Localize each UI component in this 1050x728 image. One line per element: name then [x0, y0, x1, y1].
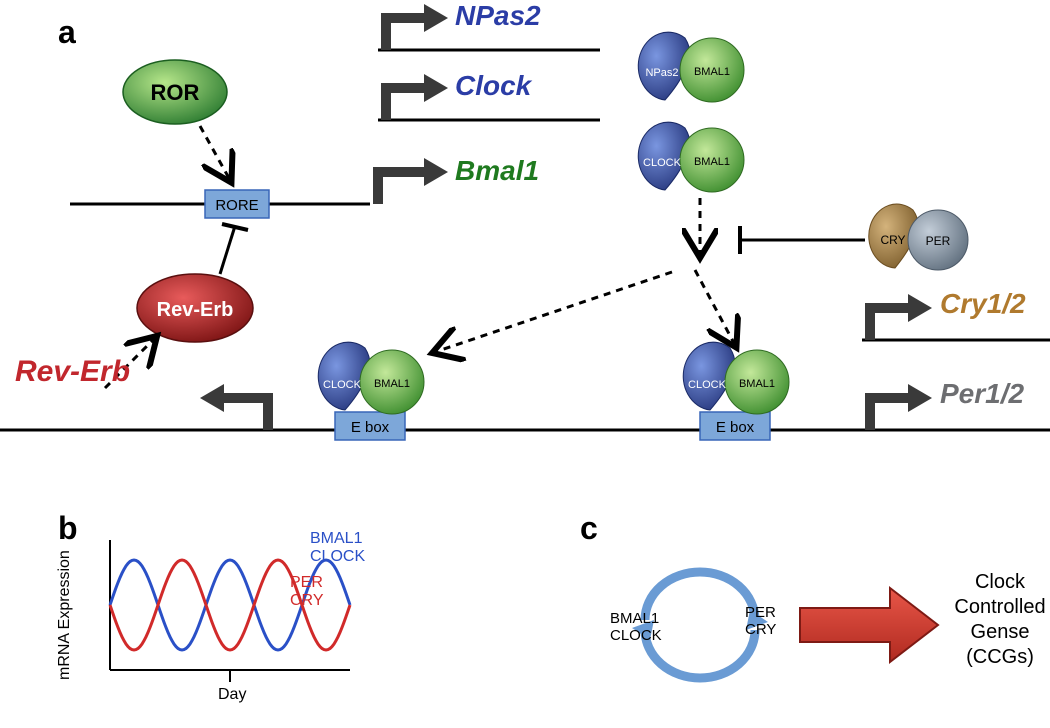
- npas2-gene-label: NPas2: [455, 0, 541, 32]
- ccg-arrow: [800, 588, 938, 662]
- ccg-text: Clock Controlled Gense (CCGs): [945, 570, 1050, 670]
- npas2-promoter-arrow: [386, 18, 428, 50]
- cry-gene-label: Cry1/2: [940, 288, 1026, 320]
- panel-b-ylabel: mRNA Expression: [56, 550, 74, 680]
- per-promoter-arrow: [870, 398, 912, 430]
- panel-b-cry-label: CRY: [290, 592, 324, 610]
- npas2-bmal1-dimer: NPas2 BMAL1: [638, 32, 744, 102]
- cry-per-dimer: CRY PER: [869, 204, 968, 270]
- dimer-down-arrow-2: [695, 270, 735, 345]
- ccg-line-1: Clock: [945, 570, 1050, 595]
- ebox-1-label: E box: [351, 419, 390, 436]
- ebox-2-label: E box: [716, 419, 755, 436]
- ror-to-rore-arrow: [200, 126, 230, 180]
- panel-c-bmal1-label: BMAL1: [610, 610, 659, 627]
- svg-text:BMAL1: BMAL1: [694, 66, 730, 78]
- svg-text:CRY: CRY: [880, 233, 905, 247]
- clock-bmal1-dimer-top: CLOCK BMAL1: [638, 122, 744, 192]
- cycle-arrow-top: [645, 572, 755, 620]
- panel-c-cry-label: CRY: [745, 621, 776, 638]
- svg-text:CLOCK: CLOCK: [688, 379, 727, 391]
- dimer-to-ebox1-arrow: [435, 272, 672, 352]
- clock-promoter-arrow: [386, 88, 428, 120]
- panel-b-xlabel: Day: [218, 686, 246, 704]
- panel-b-bmal1-label: BMAL1: [310, 530, 362, 548]
- svg-text:BMAL1: BMAL1: [739, 378, 775, 390]
- bmal1-promoter-arrow: [378, 172, 428, 204]
- rore-label: RORE: [215, 197, 258, 214]
- reverb-promoter-arrow: [220, 398, 268, 430]
- ccg-line-3: Gense: [945, 620, 1050, 645]
- clock-gene-label: Clock: [455, 70, 531, 102]
- panel-c-per-label: PER: [745, 604, 776, 621]
- panel-a-diagram: RORE ROR Rev-Erb E box E box CLOCK BM: [0, 0, 1050, 460]
- svg-text:CLOCK: CLOCK: [323, 379, 362, 391]
- svg-text:BMAL1: BMAL1: [694, 156, 730, 168]
- panel-b-clock-label: CLOCK: [310, 548, 365, 566]
- ror-protein-label: ROR: [151, 80, 200, 105]
- panel-b-per-label: PER: [290, 574, 323, 592]
- reverb-inhibit-stem: [220, 226, 235, 274]
- svg-text:NPas2: NPas2: [645, 67, 678, 79]
- svg-text:CLOCK: CLOCK: [643, 157, 682, 169]
- clock-bmal1-dimer-ebox2: CLOCK BMAL1: [683, 342, 789, 414]
- per-gene-label: Per1/2: [940, 378, 1024, 410]
- clock-bmal1-dimer-ebox1: CLOCK BMAL1: [318, 342, 424, 414]
- cry-promoter-arrow: [870, 308, 912, 340]
- bmal1-gene-label: Bmal1: [455, 155, 539, 187]
- svg-text:BMAL1: BMAL1: [374, 378, 410, 390]
- svg-text:PER: PER: [926, 234, 951, 248]
- reverb-gene-label: Rev-Erb: [15, 355, 130, 389]
- panel-c-clock-label: CLOCK: [610, 627, 662, 644]
- ccg-line-4: (CCGs): [945, 645, 1050, 670]
- reverb-protein-label: Rev-Erb: [157, 299, 234, 321]
- ccg-line-2: Controlled: [945, 595, 1050, 620]
